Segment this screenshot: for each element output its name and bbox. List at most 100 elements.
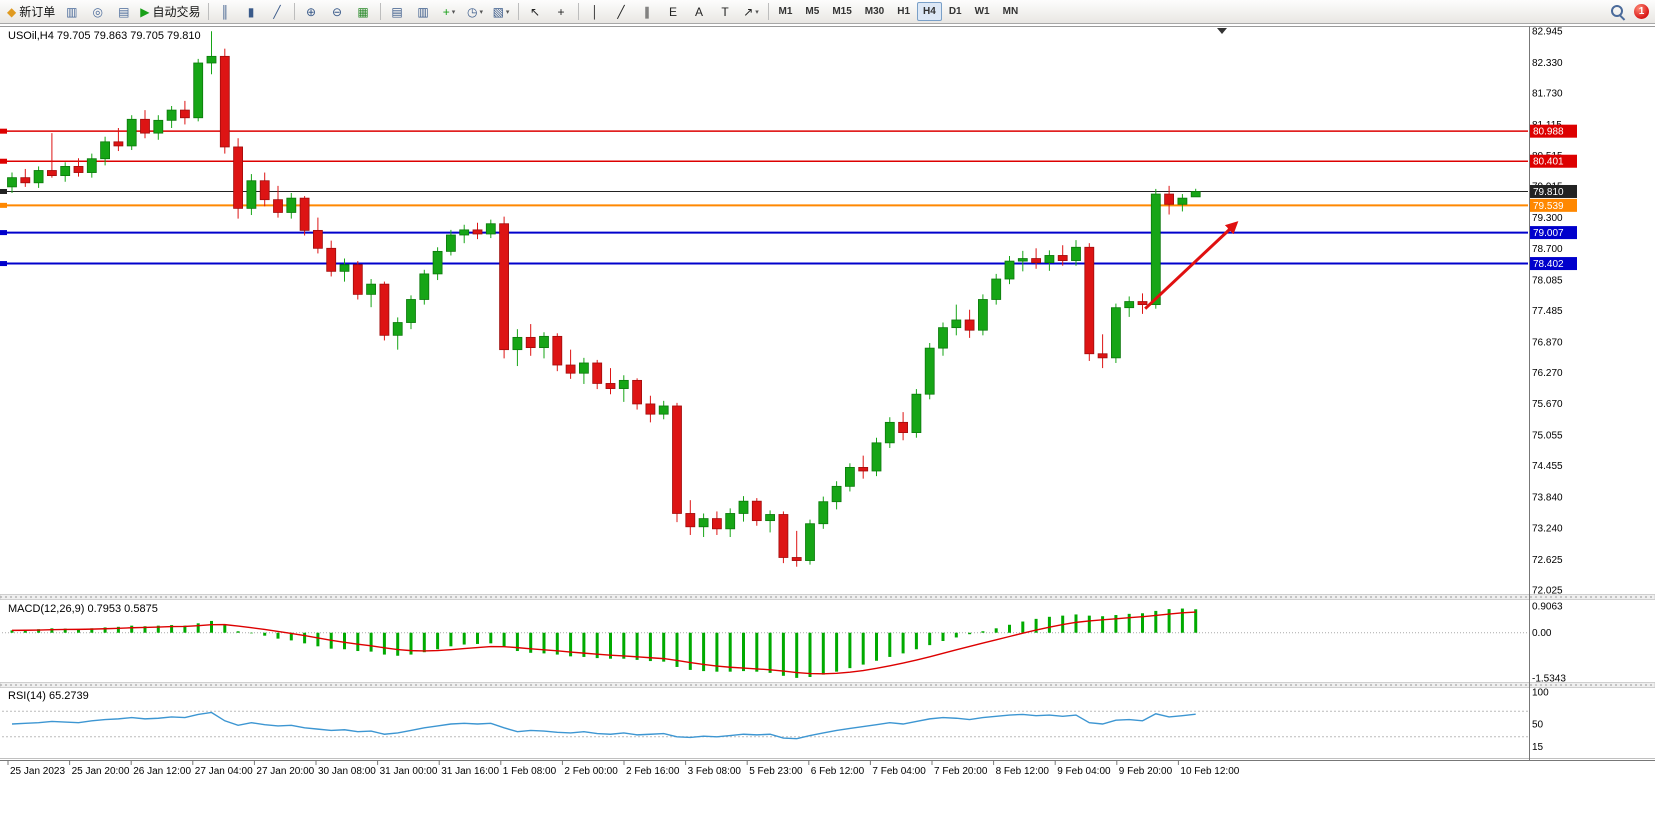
- timeframe-h1[interactable]: H1: [897, 6, 911, 17]
- svg-text:75.670: 75.670: [1532, 399, 1563, 410]
- candle: [978, 299, 988, 331]
- candle: [259, 180, 270, 201]
- arrange-charts-icon[interactable]: ▤: [385, 1, 410, 23]
- vertical-line-icon[interactable]: │: [583, 1, 608, 23]
- timeframe-m15[interactable]: M15: [832, 6, 852, 17]
- candle: [845, 466, 855, 487]
- svg-text:100: 100: [1532, 688, 1549, 699]
- cursor-icon[interactable]: ↖: [523, 1, 548, 23]
- terminal-icon[interactable]: ▤: [111, 1, 136, 23]
- candle: [1097, 353, 1108, 359]
- candle: [219, 55, 230, 148]
- candle: [1084, 246, 1095, 355]
- svg-text:31 Jan 00:00: 31 Jan 00:00: [380, 766, 438, 777]
- price-badge-79.810: [1530, 184, 1577, 198]
- candle: [751, 500, 762, 522]
- tile-windows-icon[interactable]: ▦: [351, 1, 376, 23]
- main-toolbar: ◆ 新订单 ▥ ◎ ▤ ▶ 自动交易 ║ ▮ ╱ ⊕ ⊖ ▦ ▤ ▥ + ▾ ◷ ▾ ▧ ▾ ↖ + │ ╱ ∥ E A T ↗ ▾ M1 M5…: [0, 0, 1655, 24]
- price-badge-79.007: [1530, 226, 1577, 240]
- trend-arrow[interactable]: [1144, 221, 1239, 310]
- candle: [179, 109, 190, 119]
- svg-text:50: 50: [1532, 720, 1544, 731]
- price-line-marker: [0, 202, 7, 208]
- fibonacci-icon[interactable]: E: [661, 1, 686, 23]
- templates-icon[interactable]: ▧ ▾: [489, 1, 514, 23]
- text-icon-glyph: A: [694, 4, 703, 19]
- candle: [698, 518, 709, 528]
- svg-text:1 Feb 08:00: 1 Feb 08:00: [503, 766, 557, 777]
- search-icon[interactable]: [1610, 4, 1625, 19]
- timeframe-d1[interactable]: D1: [948, 6, 962, 17]
- candlestick-chart-icon[interactable]: ▮: [239, 1, 264, 23]
- price-badge-80.401: [1530, 154, 1577, 168]
- autotrading-button-glyph: ▶: [140, 4, 150, 19]
- autotrading-button[interactable]: ▶ 自动交易: [137, 1, 203, 23]
- chart-canvas[interactable]: 82.94582.33081.73081.11580.51579.91579.3…: [0, 24, 1655, 826]
- navigator-icon-glyph: ◎: [92, 4, 103, 19]
- svg-text:5 Feb 23:00: 5 Feb 23:00: [749, 766, 803, 777]
- zoom-out-icon[interactable]: ⊖: [325, 1, 350, 23]
- candle: [539, 335, 549, 349]
- candle: [286, 197, 297, 213]
- candle: [991, 278, 1002, 300]
- horizontal-price-lines[interactable]: [0, 128, 1528, 267]
- candle: [525, 336, 536, 349]
- vertical-line-icon-glyph: │: [591, 4, 599, 19]
- candle: [299, 197, 310, 231]
- svg-text:2 Feb 00:00: 2 Feb 00:00: [564, 766, 618, 777]
- new-order-button-label: 新订单: [19, 5, 56, 19]
- candle: [911, 393, 922, 433]
- timeframe-m30[interactable]: M30: [864, 6, 885, 17]
- rsi-line: [11, 711, 1196, 740]
- channel-icon[interactable]: ∥: [635, 1, 660, 23]
- auto-scroll-icon[interactable]: ▥: [411, 1, 436, 23]
- trendline-icon[interactable]: ╱: [609, 1, 634, 23]
- bar-chart-icon[interactable]: ║: [213, 1, 238, 23]
- candle: [1150, 193, 1161, 306]
- candle: [326, 247, 337, 272]
- line-chart-icon[interactable]: ╱: [265, 1, 290, 23]
- timeframe-m1[interactable]: M1: [778, 6, 793, 17]
- candle: [1044, 255, 1055, 264]
- candle: [273, 199, 283, 213]
- label-icon[interactable]: T: [713, 1, 738, 23]
- candle: [871, 442, 882, 472]
- svg-text:81.730: 81.730: [1532, 89, 1563, 100]
- svg-text:9 Feb 20:00: 9 Feb 20:00: [1119, 766, 1173, 777]
- new-order-button[interactable]: ◆ 新订单: [4, 1, 58, 23]
- crosshair-icon[interactable]: +: [549, 1, 574, 23]
- arrow-tools-icon[interactable]: ↗ ▾: [739, 1, 764, 23]
- timeframe-mn[interactable]: MN: [1002, 6, 1019, 17]
- timeframe-m5[interactable]: M5: [805, 6, 820, 17]
- candle: [432, 250, 443, 275]
- svg-text:26 Jan 12:00: 26 Jan 12:00: [133, 766, 191, 777]
- timeframe-w1[interactable]: W1: [974, 6, 990, 17]
- market-watch-icon[interactable]: ▥: [59, 1, 84, 23]
- candle: [1177, 197, 1188, 205]
- price-line-marker: [0, 261, 7, 267]
- svg-text:7 Feb 20:00: 7 Feb 20:00: [934, 766, 988, 777]
- svg-text:74.455: 74.455: [1532, 461, 1563, 472]
- arrow-tools-icon-caret: ▾: [755, 8, 759, 16]
- candle: [379, 283, 390, 336]
- toolbar-separator: [577, 3, 579, 20]
- candlestick-chart-icon-glyph: ▮: [247, 4, 255, 19]
- chart-shift-marker[interactable]: [1217, 28, 1227, 34]
- zoom-in-icon[interactable]: ⊕: [299, 1, 324, 23]
- candle: [831, 485, 842, 503]
- timeframe-h4[interactable]: H4: [917, 2, 942, 21]
- navigator-icon[interactable]: ◎: [85, 1, 110, 23]
- svg-text:79.539: 79.539: [1533, 201, 1564, 212]
- cursor-icon-glyph: ↖: [529, 4, 541, 19]
- candle: [512, 336, 523, 351]
- add-indicator-icon[interactable]: + ▾: [437, 1, 462, 23]
- annotations-layer[interactable]: [1144, 221, 1239, 310]
- periods-icon[interactable]: ◷ ▾: [463, 1, 488, 23]
- notification-badge[interactable]: 1: [1634, 4, 1649, 19]
- candle: [126, 118, 137, 147]
- svg-text:15: 15: [1532, 742, 1544, 753]
- svg-text:77.485: 77.485: [1532, 306, 1563, 317]
- candle: [406, 299, 416, 323]
- text-icon[interactable]: A: [687, 1, 712, 23]
- candle: [193, 62, 204, 119]
